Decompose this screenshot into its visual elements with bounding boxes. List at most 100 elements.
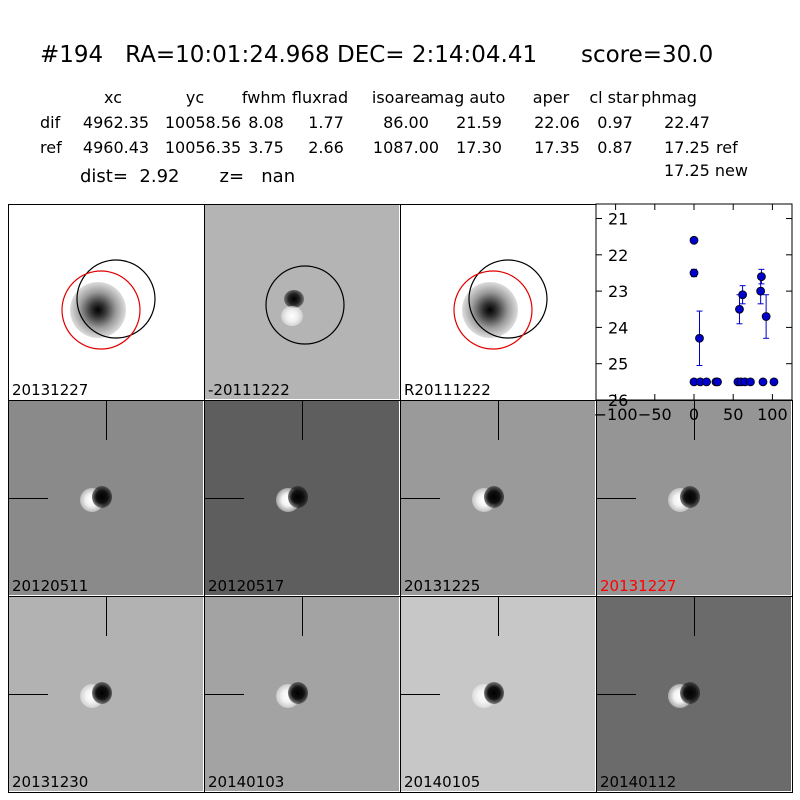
row-label: ref: [40, 138, 62, 157]
panel-date-label: -20111222: [208, 381, 290, 399]
aperture-circles: [453, 259, 548, 350]
column-header: cl star: [589, 88, 639, 107]
table-cell: 4962.35: [82, 113, 150, 132]
image-panel: 20140112: [596, 596, 791, 791]
y-tick-label: 22: [608, 246, 628, 265]
data-point: [695, 377, 705, 387]
residual-dark: [284, 290, 304, 308]
table-cell: 22.06: [534, 113, 580, 132]
data-point: [689, 377, 699, 387]
source-blob: [462, 282, 518, 338]
data-point: [738, 290, 748, 300]
data-point: [695, 333, 704, 343]
residual-dark: [92, 486, 112, 508]
data-point: [757, 272, 766, 281]
table-cell: 21.59: [456, 113, 502, 132]
panel-date-label: 20140112: [600, 773, 677, 791]
data-point: [769, 377, 779, 387]
crosshair-horizontal: [204, 498, 244, 499]
image-panel: 20131230: [8, 596, 203, 791]
panel-date-label: 20120511: [12, 577, 89, 595]
crosshair-vertical: [694, 400, 695, 440]
y-tick-label: 25: [608, 355, 628, 374]
crosshair-vertical: [106, 400, 107, 440]
y-tick-label: 24: [608, 318, 628, 337]
y-tick-label: 23: [608, 282, 628, 301]
image-panel: R20111222: [400, 204, 595, 399]
column-header: phmag: [641, 88, 697, 107]
table-cell: 4960.43: [82, 138, 150, 157]
aperture-circles: [61, 259, 156, 350]
data-point: [702, 377, 711, 387]
crosshair-horizontal: [8, 498, 48, 499]
crosshair-horizontal: [596, 694, 636, 695]
image-panel: 20140105: [400, 596, 595, 791]
image-panel: -20111222: [204, 204, 399, 399]
table-cell: 2.66: [308, 138, 344, 157]
column-header: fwhm: [241, 88, 287, 107]
data-point: [740, 377, 750, 387]
crosshair-vertical: [498, 400, 499, 440]
image-panel: 20131225: [400, 400, 595, 595]
column-header: isoarea: [371, 88, 431, 107]
table-cell: 0.87: [597, 138, 633, 157]
crosshair-horizontal: [204, 694, 244, 695]
dist-value: 2.92: [139, 166, 180, 187]
panel-date-label: 20140103: [208, 773, 285, 791]
dist-label: dist=: [80, 166, 128, 187]
image-panel: 20120517: [204, 400, 399, 595]
table-cell: 17.35: [534, 138, 580, 157]
image-panel: 20120511: [8, 400, 203, 595]
residual-dark: [680, 682, 700, 704]
table-cell: 10058.56: [164, 113, 242, 132]
residual-dark: [288, 682, 308, 704]
panel-date-label: 20120517: [208, 577, 285, 595]
crosshair-vertical: [694, 596, 695, 636]
data-point: [689, 268, 699, 278]
residual-dark: [484, 682, 504, 704]
row-label: dif: [40, 113, 61, 132]
data-point: [733, 377, 743, 387]
column-header: yc: [185, 88, 205, 107]
data-point: [713, 377, 722, 387]
table-cell: 22.47: [664, 113, 710, 132]
table-cell: 0.97: [597, 113, 633, 132]
plot-area: [595, 203, 793, 401]
data-point: [746, 377, 755, 387]
data-point: [758, 377, 768, 387]
page-title: #194 RA=10:01:24.968 DEC= 2:14:04.41 sco…: [40, 42, 714, 68]
y-tick-label: 21: [608, 210, 628, 229]
column-header: mag auto: [428, 88, 506, 107]
table-cell: 1087.00: [372, 138, 440, 157]
row-suffix: ref: [716, 138, 738, 157]
column-header: aper: [532, 88, 570, 107]
crosshair-horizontal: [400, 498, 440, 499]
column-header: xc: [104, 88, 122, 107]
data-point: [736, 377, 746, 387]
crosshair-vertical: [106, 596, 107, 636]
residual-dark: [680, 486, 700, 508]
new-mag-label: 17.25 new: [664, 161, 748, 180]
table-cell: 17.25: [664, 138, 710, 157]
aperture-circle: [265, 265, 345, 345]
crosshair-horizontal: [8, 694, 48, 695]
panel-date-label: 20131225: [404, 577, 481, 595]
table-cell: 17.30: [456, 138, 502, 157]
table-cell: 10056.35: [164, 138, 242, 157]
residual-dark: [92, 682, 112, 704]
image-panel: 20131227: [596, 400, 791, 595]
panel-date-label: R20111222: [404, 381, 491, 399]
crosshair-vertical: [498, 596, 499, 636]
panel-date-label: 20131227: [12, 381, 89, 399]
column-header: fluxrad: [291, 88, 349, 107]
table-cell: 86.00: [383, 113, 429, 132]
data-point: [711, 377, 721, 387]
data-point: [689, 235, 699, 245]
crosshair-horizontal: [596, 498, 636, 499]
table-cell: 3.75: [248, 138, 284, 157]
crosshair-vertical: [302, 596, 303, 636]
table-cell: 1.77: [308, 113, 344, 132]
data-point: [756, 286, 766, 296]
source-blob: [70, 282, 126, 338]
residual-dark: [484, 486, 504, 508]
